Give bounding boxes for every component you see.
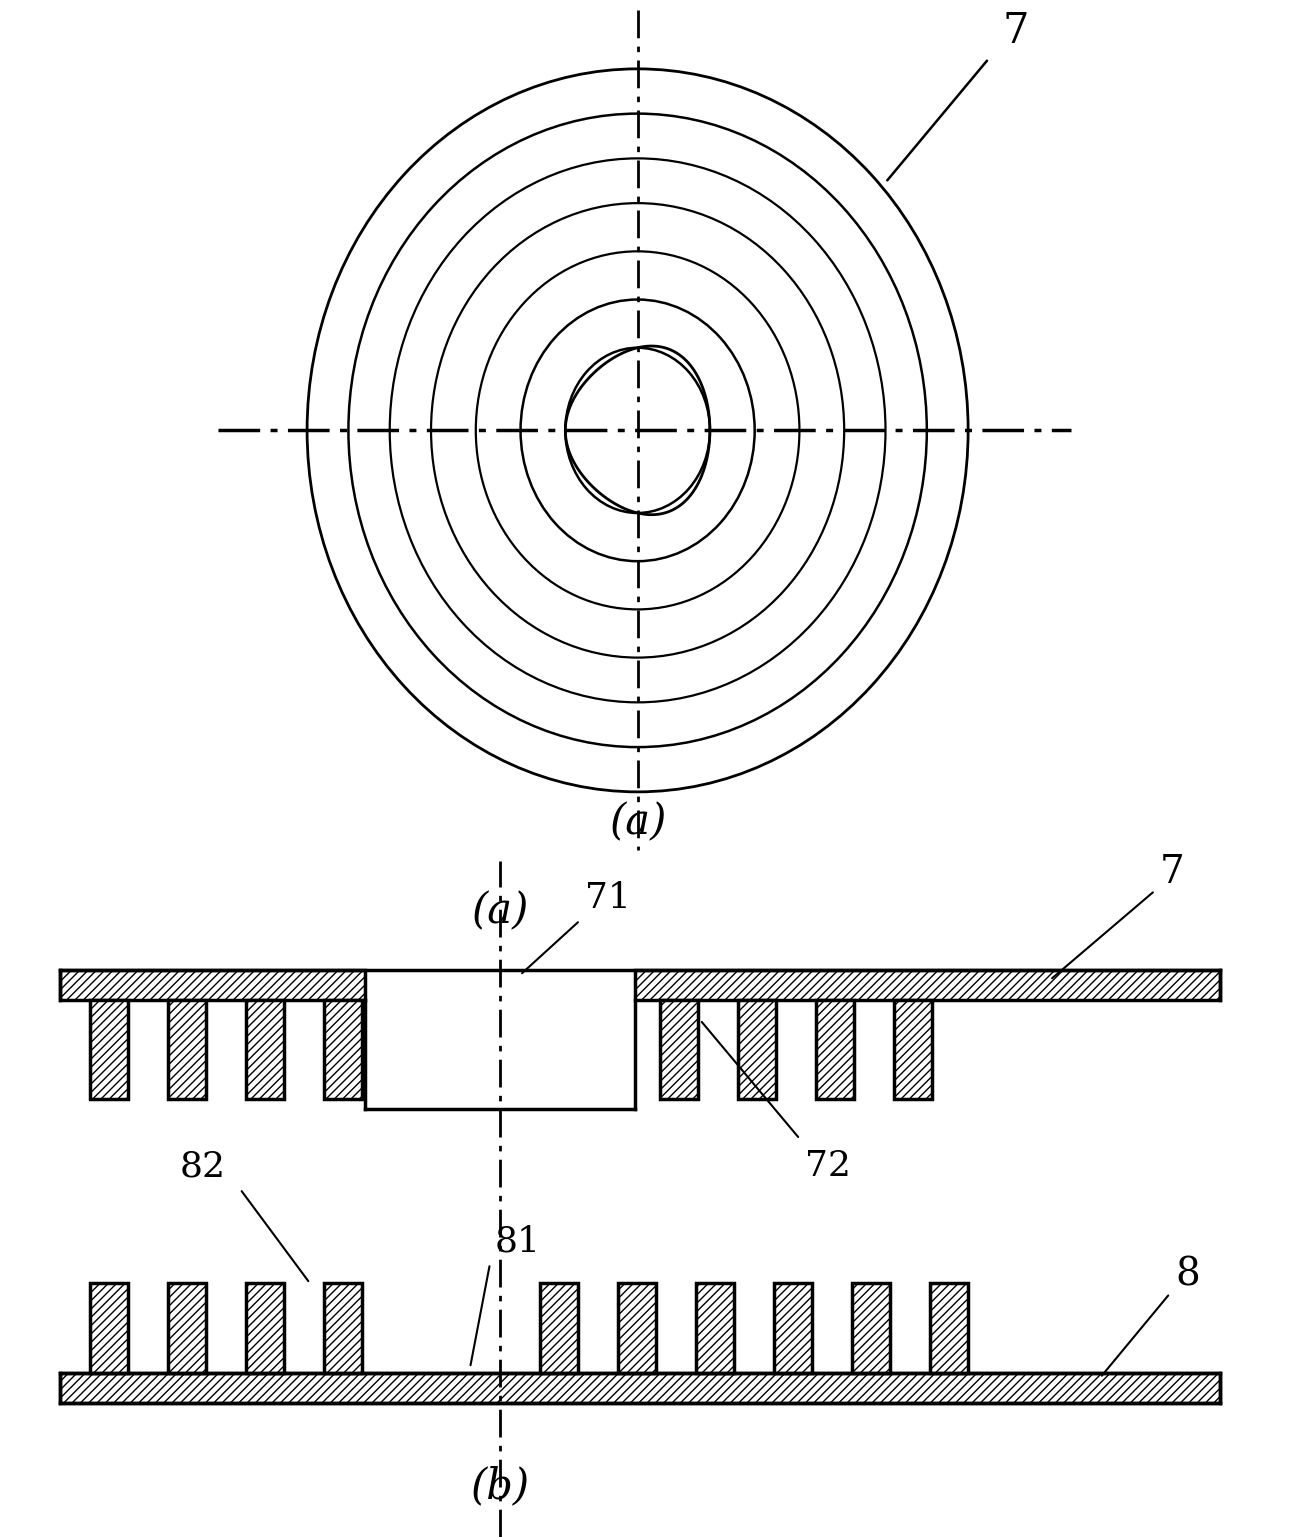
Bar: [324, 1283, 362, 1373]
Bar: [660, 1001, 699, 1099]
Bar: [929, 1283, 968, 1373]
Bar: [617, 1283, 656, 1373]
Bar: [324, 1001, 362, 1099]
Text: 81: 81: [495, 1225, 541, 1259]
Bar: [895, 1001, 932, 1099]
Bar: [90, 1283, 128, 1373]
Text: 7: 7: [1160, 853, 1185, 890]
Text: 71: 71: [585, 881, 630, 916]
Bar: [246, 1283, 284, 1373]
Text: 82: 82: [180, 1150, 226, 1183]
Bar: [246, 1001, 284, 1099]
Bar: [90, 1001, 128, 1099]
Bar: [852, 1283, 889, 1373]
Text: (b): (b): [470, 1465, 530, 1508]
Bar: [635, 970, 1219, 1001]
Text: 72: 72: [806, 1150, 851, 1183]
Bar: [168, 1283, 206, 1373]
Text: 8: 8: [1176, 1256, 1200, 1293]
Bar: [773, 1283, 812, 1373]
Text: 7: 7: [1003, 9, 1029, 52]
Bar: [696, 1283, 733, 1373]
Bar: [61, 970, 365, 1001]
Text: (a): (a): [472, 890, 528, 933]
Text: (a): (a): [608, 801, 666, 844]
Bar: [168, 1001, 206, 1099]
Bar: [816, 1001, 855, 1099]
Bar: [540, 1283, 577, 1373]
Bar: [61, 1373, 1219, 1403]
Bar: [739, 1001, 776, 1099]
